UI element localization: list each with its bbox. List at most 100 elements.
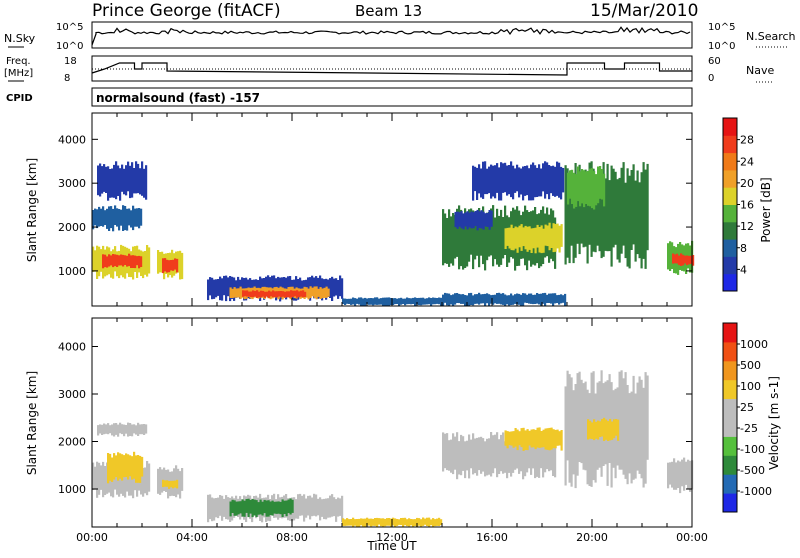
heatmap-cell [277,276,280,297]
heatmap-cell [608,374,611,463]
heatmap-cell [107,166,110,201]
heatmap-cell [331,494,334,517]
heatmap-cell [174,258,177,270]
heatmap-cell [271,275,274,298]
heatmap-cell [311,287,314,297]
heatmap-cell [482,438,485,472]
heatmap-cell [528,293,531,304]
heatmap-cell [458,293,461,304]
heatmap-cell [360,518,363,526]
heatmap-cell [446,293,449,306]
heatmap-cell [248,291,251,297]
heatmap-cell [372,298,375,306]
heatmap-cell [130,210,133,228]
heatmap-cell [444,433,447,469]
heatmap-cell [644,372,647,484]
heatmap-cell [482,211,485,230]
heatmap-cell [287,499,290,514]
heatmap-cell [346,298,349,304]
heatmap-cell [572,390,575,475]
heatmap-cell [494,294,497,304]
heatmap-cell [142,467,145,497]
heatmap-cell [528,430,531,446]
heatmap-cell [110,255,113,266]
heatmap-cell [488,294,491,306]
heatmap-cell [118,255,121,266]
heatmap-cell [448,293,451,306]
heatmap-cell [213,279,216,299]
heatmap-cell [597,420,600,440]
heatmap-cell [480,210,483,229]
heatmap-cell [550,228,553,248]
heatmap-cell [309,286,312,298]
heatmap-cell [466,440,469,471]
heatmap-cell [520,168,523,195]
heatmap-cell [130,255,133,268]
heatmap-cell [302,290,305,298]
heatmap-cell [137,422,140,436]
heatmap-cell [422,297,425,305]
heatmap-cell [270,291,273,297]
heatmap-cell [583,170,586,208]
heatmap-cell [624,372,627,479]
heatmap-cell [274,291,277,298]
heatmap-cell [617,419,620,441]
heatmap-cell [396,298,399,304]
heatmap-cell [514,428,517,447]
heatmap-cell [410,519,413,526]
heatmap-cell [231,276,234,299]
heatmap-cell [432,518,435,527]
heatmap-cell [452,433,455,475]
x-tick-label: 12:00 [376,531,408,544]
heatmap-cell [254,291,257,297]
heatmap-cell [245,499,248,513]
beam-label: Beam 13 [355,2,422,20]
heatmap-cell [478,164,481,194]
noise-right-label: N.Search [746,30,796,43]
heatmap-region [472,161,565,201]
heatmap-cell [690,255,693,264]
heatmap-cell [112,208,115,232]
heatmap-cell [213,498,216,521]
heatmap-cell [117,452,120,481]
heatmap-cell [123,168,126,195]
heatmap-cell [282,291,285,297]
heatmap-cell [249,500,252,514]
heatmap-cell [456,211,459,229]
heatmap-cell [589,168,592,207]
heatmap-cell [261,501,264,516]
heatmap-cell [532,429,535,448]
heatmap-cell [145,165,148,200]
heatmap-cell [460,209,463,267]
heatmap-cell [354,298,357,306]
heatmap-cell [524,225,527,250]
heatmap-cell [632,164,635,245]
heatmap-cell [408,518,411,527]
heatmap-cell [127,422,130,437]
heatmap-cell [374,518,377,526]
colorbar-tick-label: -25 [740,422,758,435]
freq-panel: Freq. [MHz] 18 8 60 0 Nave [4,55,774,84]
heatmap-cell [618,177,621,263]
heatmap-cell [129,165,132,199]
heatmap-cell [522,227,525,247]
heatmap-cell [98,206,101,227]
heatmap-cell [683,457,686,491]
heatmap-region [504,222,563,254]
heatmap-cell [350,298,353,305]
heatmap-cell [127,161,130,192]
heatmap-cell [546,440,549,470]
heatmap-cell [492,294,495,305]
heatmap-cell [279,501,282,515]
heatmap-cell [111,457,114,482]
heatmap-cell [492,435,495,474]
heatmap-cell [642,387,645,488]
velocity-heatmap [92,370,694,527]
heatmap-cell [124,206,127,231]
heatmap-cell [492,165,495,197]
colorbar-segment [723,474,737,494]
heatmap-cell [626,385,629,485]
heatmap-cell [229,287,232,298]
nave-tick-top: 60 [708,56,721,67]
